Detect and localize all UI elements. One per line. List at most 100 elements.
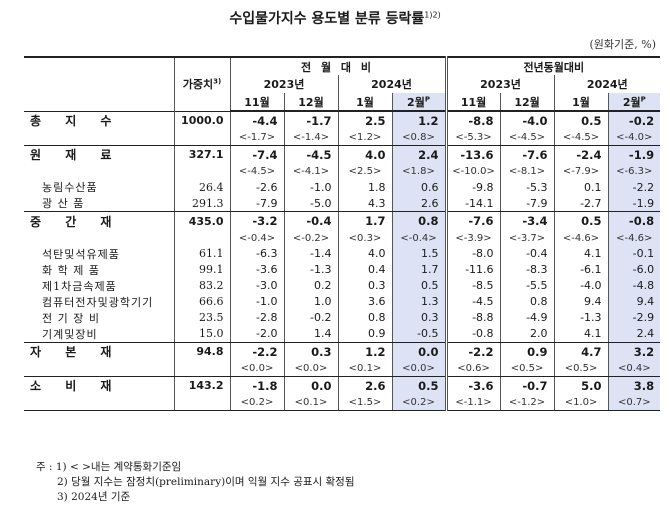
subcategory-label: 컴퓨터전자및광학기기 [42,295,154,309]
rate-value: 0.4 [337,261,392,278]
rate-value: -0.8 [607,211,661,231]
rate-value: -2.2 [229,341,284,361]
empty-cell [173,130,230,146]
rate-value: -4.8 [607,277,661,294]
empty-cell [24,164,174,179]
contract-rate-value: <-1.7> [229,130,284,146]
rate-value: -0.7 [499,375,555,395]
rate-value: -7.9 [499,195,555,212]
rate-value: 1.4 [283,325,338,343]
contract-rate-value: <-4.6> [607,230,661,246]
contract-currency-row: <-1.7> <-1.4> <1.2> <0.8> <-5.3> <-4.5> <-4.5>… [24,130,661,146]
contract-currency-row: <-0.4> <-0.2> <0.3> <-0.4> <-3.9> <-3.7> <-4.6… [24,230,661,246]
rate-value: 0.5 [553,110,609,130]
rate-value: -5.0 [283,195,338,212]
contract-currency-row: <0.0> <0.0> <0.1> <0.0> <0.6> <0.5> <0.5> <0.4> [24,361,661,377]
rate-value: -6.1 [553,261,609,278]
rate-value: -4.4 [229,110,284,130]
rate-value: 5.0 [553,375,609,395]
rate-value: 0.3 [283,341,338,361]
empty-cell [173,230,230,246]
rate-value: 9.4 [553,293,609,310]
rate-value: 0.9 [337,325,392,343]
rate-value: -0.4 [499,245,555,262]
rate-value: -1.3 [283,261,338,278]
rate-value: -1.4 [283,245,338,262]
rate-value: -9.8 [444,179,501,195]
table-row: 소 비 재 143.2 -1.8 0.0 2.6 0.5 -3.6 -0.7 5.0 3.8 [24,375,661,395]
contract-rate-value: <-1.2> [499,395,555,411]
table-subrow: 제1차금속제품 83.2 -3.0 0.2 0.3 0.5 -8.5 -5.5 -4.0 -4.8 [24,277,661,294]
empty-cell [24,361,174,377]
table-row: 총 지 수 1000.0 -4.4 -1.7 2.5 1.2 -8.8 -4.0 0.5 -0.2 [24,110,661,130]
contract-rate-value: <0.5> [553,361,609,377]
rate-value: 1.2 [391,110,447,130]
month-header: 12월 [499,93,555,112]
contract-rate-value: <-3.7> [499,230,555,246]
table-subrow: 컴퓨터전자및광학기기 66.6 -1.0 1.0 3.6 1.3 -4.5 0.8 9.4 9.4 [24,293,661,310]
rate-value: -3.6 [229,261,284,278]
subcategory-label: 광 산 품 [24,195,174,212]
rate-value: -2.8 [229,309,284,326]
rate-value: 0.0 [391,341,447,361]
rate-value: -1.0 [283,179,338,195]
rate-value: -0.2 [607,110,661,130]
rate-value: 4.1 [553,245,609,262]
unit-label: (원화기준, %) [589,38,656,51]
contract-rate-value: <-8.1> [499,164,555,179]
yoy-2023-header: 2023년 [444,75,555,93]
rate-value: -0.8 [444,325,501,343]
rate-value: -1.0 [229,293,284,310]
table-body: 총 지 수 1000.0 -4.4 -1.7 2.5 1.2 -8.8 -4.0 0.5 -0.2… [24,110,661,411]
contract-rate-value: <-10.0> [444,164,501,179]
month-header: 2월P [391,93,447,112]
contract-rate-value: <0.2> [391,395,447,411]
rate-value: -2.6 [229,179,284,195]
month-header: 1월 [337,93,392,112]
category-label: 총 지 수 [24,110,174,130]
rate-value: 1.3 [391,293,447,310]
rate-value: -11.6 [444,261,501,278]
weight-header: 가중치3) [173,56,230,111]
category-label: 자 본 재 [24,341,174,361]
month-header: 11월 [229,93,284,112]
category-label: 중 간 재 [24,211,174,231]
table-subrow: 석탄및석유제품 61.1 -6.3 -1.4 4.0 1.5 -8.0 -0.4 4.1 -0.1 [24,245,661,262]
table-subrow: 농림수산품 26.4 -2.6 -1.0 1.8 0.6 -9.8 -5.3 0.1 -2.2 [24,179,661,195]
weight-value: 26.4 [173,179,230,195]
contract-rate-value: <-6.3> [607,164,661,179]
rate-value: 1.2 [337,341,392,361]
mom-2024-header: 2024년 [337,75,447,93]
rate-value: 0.1 [553,179,609,195]
subcategory-label: 화 학 제 품 [42,263,100,277]
footnotes: 주 : 1) < >내는 계약통화기준임 2) 당월 지수는 잠정치(preli… [36,460,355,505]
subcategory-label: 전 기 장 비 [42,311,100,325]
subcategory-label: 석탄및석유제품 [42,247,120,261]
contract-rate-value: <0.0> [229,361,284,377]
rate-value: -5.5 [499,277,555,294]
weight-value: 1000.0 [173,110,230,130]
rate-value: -0.1 [607,245,661,262]
rate-value: -3.2 [229,211,284,231]
rate-value: 0.6 [391,179,447,195]
table-row: 원 재 료 327.1 -7.4 -4.5 4.0 2.4 -13.6 -7.6 -2.4 -1.… [24,144,661,164]
rate-value: -7.4 [229,144,284,164]
empty-cell [173,395,230,411]
rate-value: 3.8 [607,375,661,395]
rate-value: -6.3 [229,245,284,262]
rate-value: -1.3 [553,309,609,326]
rate-value: -4.0 [553,277,609,294]
rate-value: -4.0 [499,110,555,130]
weight-value: 61.1 [173,245,230,262]
rate-value: 2.4 [607,325,661,343]
rate-value: -2.7 [553,195,609,212]
rate-value: -6.0 [607,261,661,278]
rate-value: -2.2 [607,179,661,195]
month-header: 2월P [607,93,661,112]
contract-rate-value: <1.2> [337,130,392,146]
contract-rate-value: <-0.4> [229,230,284,246]
rate-value: 0.8 [337,309,392,326]
rate-value: 4.0 [337,245,392,262]
contract-rate-value: <-0.4> [391,230,447,246]
contract-rate-value: <2.5> [337,164,392,179]
